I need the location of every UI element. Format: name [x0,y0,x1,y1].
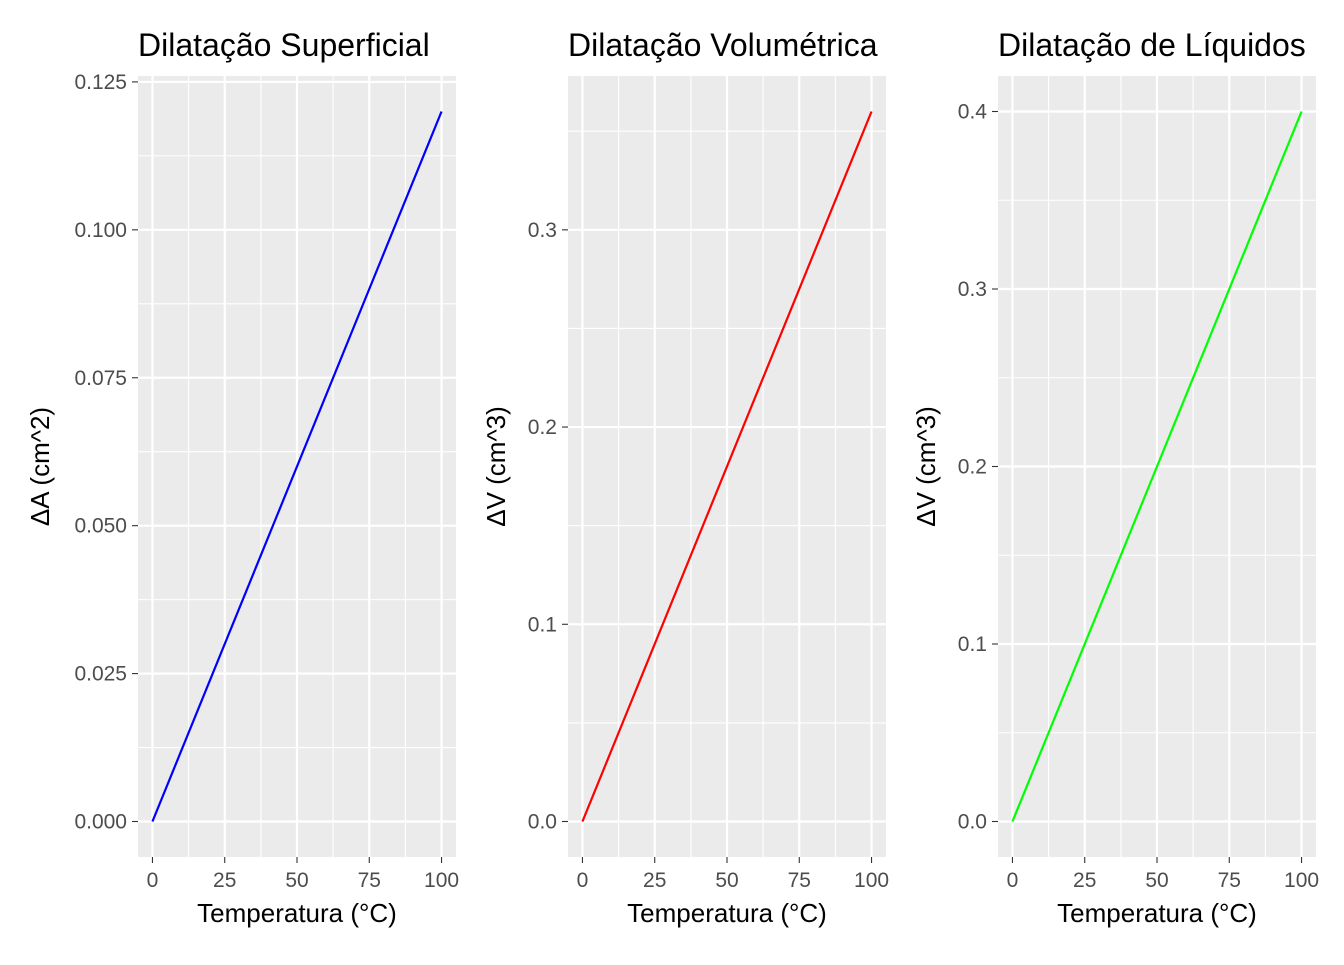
y-tick-label: 0.0 [528,811,557,834]
chart-title: Dilatação Superficial [138,27,430,63]
y-tick-label: 0.2 [958,456,987,479]
y-axis: 0.0 0.1 0.2 0.3 0.4 [958,101,998,834]
y-axis-title: ΔV (cm^3) [911,406,941,527]
chart-panel-3: 0 25 50 75 100 0.0 0.1 0.2 0.3 0.4 Temperatura (°C… [911,27,1319,928]
y-tick-label: 0.000 [74,811,127,834]
y-axis-title: ΔA (cm^2) [25,407,55,526]
x-axis: 0 25 50 75 100 [147,857,459,892]
chart-title: Dilatação de Líquidos [998,27,1306,63]
x-tick-label: 100 [424,869,459,892]
y-axis-title: ΔV (cm^3) [481,406,511,527]
x-tick-label: 50 [715,869,738,892]
y-tick-label: 0.025 [74,663,127,686]
major-gridlines [568,76,886,857]
x-tick-label: 100 [854,869,889,892]
x-tick-label: 25 [213,869,236,892]
y-tick-label: 0.125 [74,71,127,94]
x-axis: 0 25 50 75 100 [577,857,889,892]
y-tick-label: 0.0 [958,811,987,834]
x-tick-label: 25 [643,869,666,892]
y-axis: 0.000 0.025 0.050 0.075 0.100 0.125 [74,71,138,834]
x-tick-label: 100 [1284,869,1319,892]
y-tick-label: 0.1 [958,633,987,656]
x-tick-label: 50 [1145,869,1168,892]
y-axis: 0.0 0.1 0.2 0.3 [528,219,568,834]
x-tick-label: 75 [788,869,811,892]
minor-gridlines [138,76,456,857]
x-tick-label: 0 [1007,869,1019,892]
chart-title: Dilatação Volumétrica [568,27,878,63]
y-tick-label: 0.3 [958,278,987,301]
series-line-1 [1011,111,1303,822]
y-tick-label: 0.2 [528,416,557,439]
y-tick-label: 0.075 [74,367,127,390]
x-tick-label: 75 [358,869,381,892]
series-line-1 [151,111,443,822]
series-line-1 [581,111,873,822]
y-tick-label: 0.4 [958,101,988,124]
x-tick-label: 75 [1218,869,1241,892]
x-tick-label: 0 [147,869,159,892]
y-tick-label: 0.1 [528,613,557,636]
x-tick-label: 0 [577,869,589,892]
chart-panel-1: 0 25 50 75 100 0.000 0.025 0.050 0.075 0.100 0.125… [25,27,459,928]
minor-gridlines [568,76,886,857]
y-tick-label: 0.100 [74,219,127,242]
x-axis-title: Temperatura (°C) [627,898,827,928]
x-axis: 0 25 50 75 100 [1007,857,1319,892]
y-tick-label: 0.050 [74,515,127,538]
major-gridlines [138,76,456,857]
x-axis-title: Temperatura (°C) [1057,898,1257,928]
y-tick-label: 0.3 [528,219,557,242]
x-tick-label: 50 [285,869,308,892]
x-tick-label: 25 [1073,869,1096,892]
x-axis-title: Temperatura (°C) [197,898,397,928]
chart-panel-2: 0 25 50 75 100 0.0 0.1 0.2 0.3 Temperatura (°C) ΔV… [481,27,889,928]
